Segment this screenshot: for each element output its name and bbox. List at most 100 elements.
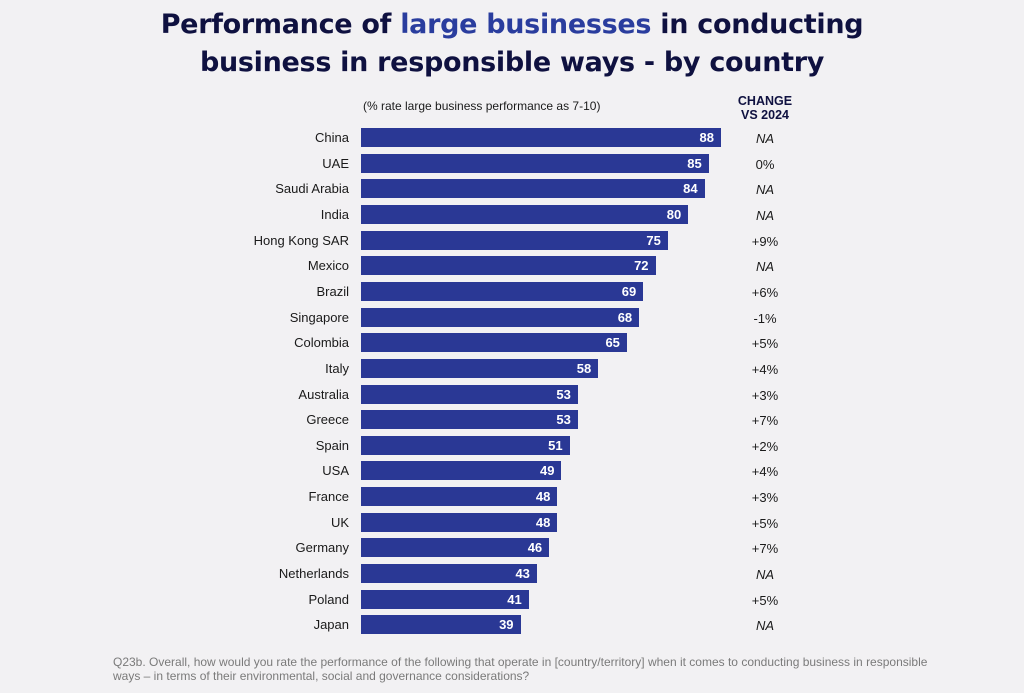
bar: 68 [361,307,640,327]
bar-row: Australia 53 +3% [0,384,1024,404]
category-label: France [308,489,349,505]
category-label: USA [322,463,349,479]
category-label: UAE [322,155,349,171]
bar: 53 [361,384,578,404]
bar-value-label: 39 [499,617,514,633]
category-label: Italy [325,360,349,376]
change-value: +7% [751,413,779,429]
bar-row: Singapore 68 -1% [0,307,1024,327]
bar-row: Spain 51 +2% [0,435,1024,455]
bar-row: India 80 NA [0,204,1024,224]
bar-value-label: 75 [646,232,661,248]
change-value: NA [755,567,775,583]
category-label: Mexico [307,258,349,274]
change-value: +3% [751,387,779,403]
category-label: Netherlands [278,566,349,582]
bar-row: China 88 NA [0,128,1024,147]
title-line-2: business in responsible ways - by countr… [199,47,825,78]
bar-row: Netherlands 43 NA [0,564,1024,584]
change-value: +7% [751,541,779,557]
bar: 88 [361,128,721,147]
change-column-header: CHANGE VS 2024 [720,94,810,122]
change-value: +4% [751,464,779,480]
bar-value-label: 48 [535,489,551,505]
title-part-3: in conducting [651,9,864,40]
chart-subtitle: (% rate large business performance as 7-… [363,99,601,113]
category-label: Poland [308,591,349,607]
bar: 41 [361,589,529,609]
change-value: +9% [751,233,779,249]
bar-value-label: 41 [507,591,522,607]
change-value: 0% [755,156,775,172]
bar: 48 [361,512,558,532]
bar-value-label: 49 [539,463,555,479]
bar-value-label: 43 [515,566,530,582]
bar: 84 [361,179,705,199]
category-label: Germany [295,540,349,556]
category-label: Saudi Arabia [275,181,349,197]
bar: 43 [361,564,537,584]
bar-row: Japan 39 NA [0,615,1024,635]
bar-value-label: 88 [699,130,714,145]
bar-row: Poland 41 +5% [0,589,1024,609]
bar-row: Germany 46 +7% [0,538,1024,558]
bar-row: Greece 53 +7% [0,410,1024,430]
change-header-line-1: CHANGE [737,94,793,108]
category-label: Singapore [289,309,349,325]
bar: 75 [361,230,668,250]
bar-value-label: 65 [605,335,620,351]
change-value: NA [755,131,775,146]
category-label: China [315,130,349,145]
category-label: Spain [315,437,349,453]
title-highlight: large businesses [400,9,652,40]
bar: 69 [361,281,644,301]
bar-value-label: 53 [556,386,571,402]
category-label: Japan [313,617,349,633]
bar-value-label: 58 [576,360,592,376]
bar: 80 [361,204,689,224]
bar-row: Mexico 72 NA [0,256,1024,276]
category-label: Greece [306,412,349,428]
bar-value-label: 72 [634,258,649,274]
bar-value-label: 84 [683,181,698,197]
change-value: +5% [751,515,779,531]
bar: 39 [361,615,521,635]
bar-row: France 48 +3% [0,487,1024,507]
bar: 65 [361,333,627,353]
change-value: NA [755,618,775,634]
bar: 85 [361,153,709,173]
bar-row: UAE 85 0% [0,153,1024,173]
change-value: +2% [751,438,779,454]
title-part-1: Performance of [160,9,401,40]
change-value: +6% [751,284,779,300]
bar-row: Italy 58 +4% [0,358,1024,378]
category-label: Brazil [316,283,349,299]
footnote: Q23b. Overall, how would you rate the pe… [113,655,928,683]
bar-row: Colombia 65 +5% [0,333,1024,353]
bar-value-label: 53 [556,412,571,428]
bar: 51 [361,435,570,455]
bar-row: Saudi Arabia 84 NA [0,179,1024,199]
bar-value-label: 48 [535,514,551,530]
change-value: +5% [751,336,779,352]
bar: 72 [361,256,656,276]
chart-title: Performance of large businesses in condu… [0,6,1024,82]
bar: 53 [361,410,578,430]
bar-value-label: 46 [527,540,543,556]
bar: 49 [361,461,562,481]
change-value: NA [755,259,775,275]
bar: 58 [361,358,599,378]
bar-row: UK 48 +5% [0,512,1024,532]
change-value: +4% [751,361,779,377]
change-value: NA [755,207,775,223]
bar-value-label: 85 [687,155,702,171]
bar-value-label: 69 [621,283,637,299]
category-label: Colombia [294,335,349,351]
change-value: +3% [751,490,779,506]
change-value: +5% [751,592,779,608]
bar-value-label: 68 [617,309,633,325]
bar-row: Brazil 69 +6% [0,281,1024,301]
category-label: Hong Kong SAR [253,232,349,248]
category-label: Australia [298,386,349,402]
bar-row: Hong Kong SAR 75 +9% [0,230,1024,250]
